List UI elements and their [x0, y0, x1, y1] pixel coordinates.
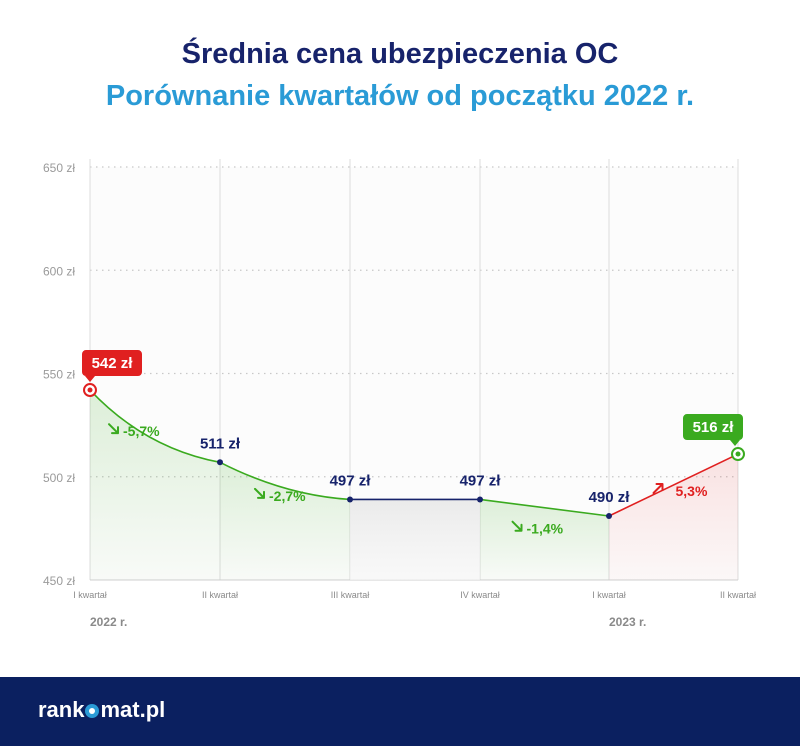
data-point [477, 496, 483, 503]
value-label: 511 zł [200, 435, 241, 452]
value-label: 516 zł [693, 419, 735, 436]
change-label: -5,7% [123, 423, 160, 439]
value-label: 497 zł [460, 472, 502, 489]
y-tick-label: 450 zł [43, 574, 75, 588]
line-segment [479, 498, 610, 517]
x-tick-label: IV kwartał [460, 590, 500, 600]
footer-bar: rank mat.pl [0, 677, 800, 746]
area-segment [90, 390, 220, 580]
area-segment [220, 462, 350, 580]
change-annotation: 5,3% [652, 483, 708, 499]
brand-text-left: rank [38, 697, 85, 722]
value-label: 490 zł [589, 489, 631, 506]
line-segment [219, 461, 351, 501]
line-segment [89, 389, 221, 464]
data-point [347, 496, 353, 503]
highlight-label-box [683, 414, 743, 441]
trend-down-arrow-icon [254, 487, 265, 499]
highlight-label-box [82, 350, 142, 377]
change-label: -2,7% [269, 488, 306, 504]
change-label: 5,3% [676, 483, 708, 499]
area-segment [609, 454, 738, 580]
y-tick-label: 650 zł [43, 161, 75, 175]
line-chart: 650 zł 600 zł 550 zł 500 zł 450 zł I kwartał I… [43, 159, 756, 629]
data-point-dot [87, 387, 93, 393]
change-label: -1,4% [527, 521, 564, 537]
data-point [606, 512, 612, 519]
area-segment [350, 499, 480, 580]
y-tick-label: 500 zł [43, 471, 75, 485]
year-label: 2022 r. [90, 615, 127, 629]
highlight-label-pointer [730, 440, 740, 447]
x-tick-label: II kwartał [720, 590, 756, 600]
value-label: 542 zł [92, 355, 134, 372]
chart-title: Średnia cena ubezpieczenia OC [181, 38, 619, 70]
brand-logo: rank mat.pl [38, 697, 165, 723]
x-tick-label: I kwartał [73, 590, 107, 600]
change-annotation: -1,4% [511, 520, 564, 537]
y-tick-label: 600 zł [43, 264, 75, 278]
change-annotation: -2,7% [254, 487, 306, 504]
year-label: 2023 r. [609, 615, 646, 629]
data-point [217, 459, 223, 466]
change-annotation: -5,7% [108, 423, 160, 439]
data-point-dot [735, 451, 741, 457]
brand-text-right: mat.pl [100, 697, 166, 722]
trend-up-arrow-icon [652, 483, 664, 495]
value-label: 497 zł [330, 472, 372, 489]
chart-subtitle: Porównanie kwartałów od początku 2022 r. [105, 80, 695, 112]
trend-down-arrow-icon [511, 520, 523, 532]
trend-down-arrow-icon [108, 423, 119, 435]
area-segment [480, 499, 609, 580]
x-tick-label: II kwartał [202, 590, 238, 600]
highlight-label-pointer [85, 376, 95, 383]
line-segment [608, 453, 739, 517]
y-tick-label: 550 zł [43, 368, 75, 382]
x-tick-label: III kwartał [331, 590, 370, 600]
brand-o-icon [85, 704, 100, 718]
x-tick-label: I kwartał [592, 590, 626, 600]
